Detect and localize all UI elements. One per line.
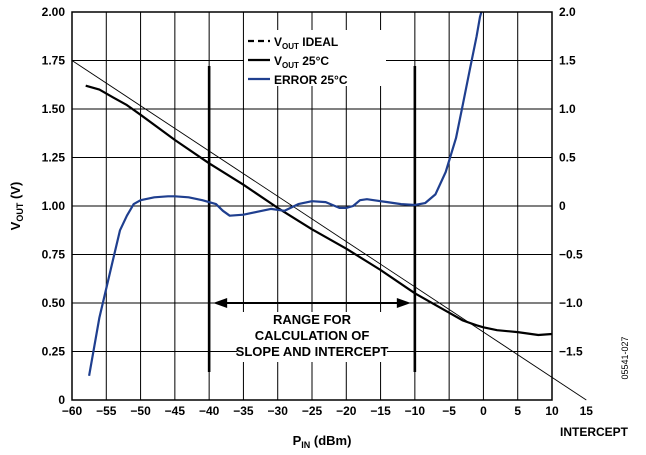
left-axis-ticks: 0 0.25 0.50 0.75 1.00 1.25 1.50 1.75 2.00 bbox=[42, 5, 66, 407]
y-right-tick-label: 0.5 bbox=[559, 151, 576, 165]
range-annotation-line-2: CALCULATION OF bbox=[255, 328, 370, 343]
x-tick-label: −55 bbox=[96, 404, 117, 418]
series-line-3 bbox=[88, 11, 483, 376]
y-right-tick-label: 0 bbox=[559, 199, 566, 213]
legend-label-2: VOUT 25°C bbox=[274, 54, 329, 70]
x-tick-label: −20 bbox=[336, 404, 357, 418]
range-arrow-left-head bbox=[213, 298, 228, 308]
figure-id: 05541-027 bbox=[620, 336, 630, 379]
x-tick-label: −25 bbox=[302, 404, 323, 418]
y-left-tick-label: 0.25 bbox=[42, 345, 66, 359]
y-axis-title: VOUT (V) bbox=[8, 182, 25, 231]
x-tick-label: 0 bbox=[480, 404, 487, 418]
x-axis-title: PIN (dBm) bbox=[293, 433, 352, 450]
range-annotation-line-1: RANGE FOR bbox=[273, 312, 352, 327]
y-left-tick-label: 0.75 bbox=[42, 248, 66, 262]
x-tick-label: −35 bbox=[233, 404, 254, 418]
y-left-tick-label: 0 bbox=[58, 393, 65, 407]
right-axis-ticks: −1.5 −1.0 −0.5 0 0.5 1.0 1.5 2.0 bbox=[559, 5, 583, 359]
y-left-tick-label: 2.00 bbox=[42, 5, 66, 19]
x-axis-ticks: −60 −55 −50 −45 −40 −35 −30 −25 −20 −15 −10 −5 0 5 10 1… bbox=[62, 404, 593, 418]
y-left-tick-label: 0.50 bbox=[42, 296, 66, 310]
x-tick-label: −40 bbox=[199, 404, 220, 418]
legend: VOUT IDEAL VOUT 25°C ERROR 25°C bbox=[244, 30, 386, 87]
y-right-tick-label: 2.0 bbox=[559, 5, 576, 19]
intercept-label: INTERCEPT bbox=[560, 425, 629, 439]
series-line-1 bbox=[71, 60, 587, 401]
x-tick-label: −45 bbox=[165, 404, 186, 418]
x-tick-label: −60 bbox=[62, 404, 83, 418]
range-arrow-right-head bbox=[396, 298, 411, 308]
y-right-tick-label: −1.0 bbox=[559, 296, 583, 310]
y-left-tick-label: 1.00 bbox=[42, 199, 66, 213]
x-tick-label: −50 bbox=[130, 404, 151, 418]
x-tick-label: 5 bbox=[514, 404, 521, 418]
legend-label-1: VOUT IDEAL bbox=[274, 35, 338, 51]
x-tick-label: −15 bbox=[370, 404, 391, 418]
y-left-tick-label: 1.50 bbox=[42, 102, 66, 116]
range-annotation-line-3: SLOPE AND INTERCEPT bbox=[236, 344, 389, 359]
x-tick-label: −10 bbox=[405, 404, 426, 418]
y-right-tick-label: −0.5 bbox=[559, 248, 583, 262]
legend-background bbox=[244, 30, 386, 86]
legend-label-3: ERROR 25°C bbox=[274, 73, 348, 87]
x-tick-label: −30 bbox=[268, 404, 289, 418]
series-line-2 bbox=[85, 84, 553, 337]
y-right-tick-label: 1.5 bbox=[559, 54, 576, 68]
x-tick-label: 10 bbox=[545, 404, 559, 418]
plot-frame bbox=[71, 11, 553, 401]
y-right-tick-label: −1.5 bbox=[559, 345, 583, 359]
y-left-tick-label: 1.25 bbox=[42, 151, 66, 165]
y-right-tick-label: 1.0 bbox=[559, 102, 576, 116]
series-lines bbox=[71, 11, 587, 401]
range-annotation-background bbox=[237, 312, 387, 362]
range-lines bbox=[207, 66, 417, 372]
x-tick-label: 15 bbox=[580, 404, 594, 418]
x-tick-label: −5 bbox=[442, 404, 456, 418]
range-annotation: RANGE FOR CALCULATION OF SLOPE AND INTER… bbox=[213, 298, 411, 362]
y-left-tick-label: 1.75 bbox=[42, 54, 66, 68]
